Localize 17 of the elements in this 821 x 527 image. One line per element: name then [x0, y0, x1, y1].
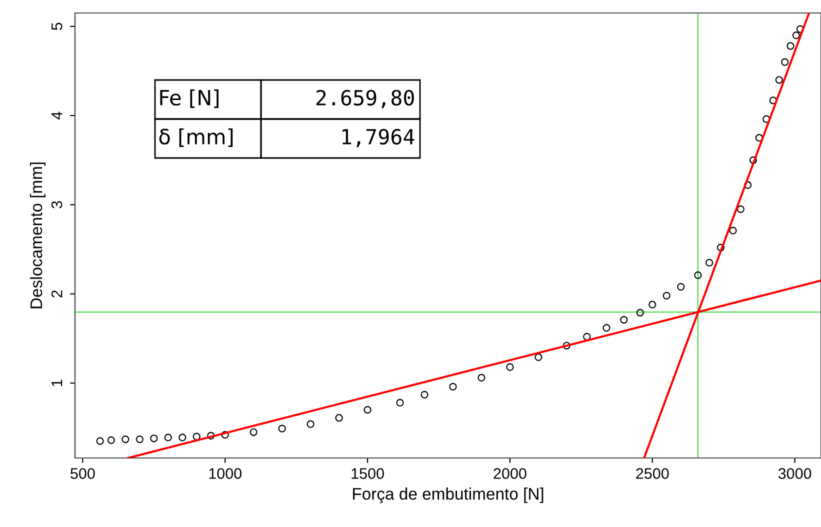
y-tick-label: 1 — [52, 380, 62, 386]
x-tick-label: 1000 — [209, 468, 242, 479]
annotation: δ [mm] — [159, 128, 233, 147]
y-tick-label: 5 — [52, 22, 62, 30]
y-axis-title: Deslocamento [mm] — [30, 162, 46, 308]
x-tick-label: 500 — [70, 468, 95, 479]
x-tick-label: 2000 — [494, 468, 526, 479]
y-tick-label: 3 — [51, 201, 62, 208]
x-tick-label: 1500 — [352, 468, 384, 479]
annotation: 2.659,80 — [316, 90, 414, 108]
x-tick-label: 3000 — [778, 468, 812, 479]
x-tick-label: 2500 — [636, 468, 669, 479]
annotation: Fe [N] — [160, 89, 219, 108]
y-tick-label: 2 — [51, 290, 62, 298]
annotation: 1,7964 — [342, 128, 414, 148]
x-axis-title: Força de embutimento [N] — [353, 488, 544, 504]
y-tick-label: 4 — [52, 112, 62, 120]
